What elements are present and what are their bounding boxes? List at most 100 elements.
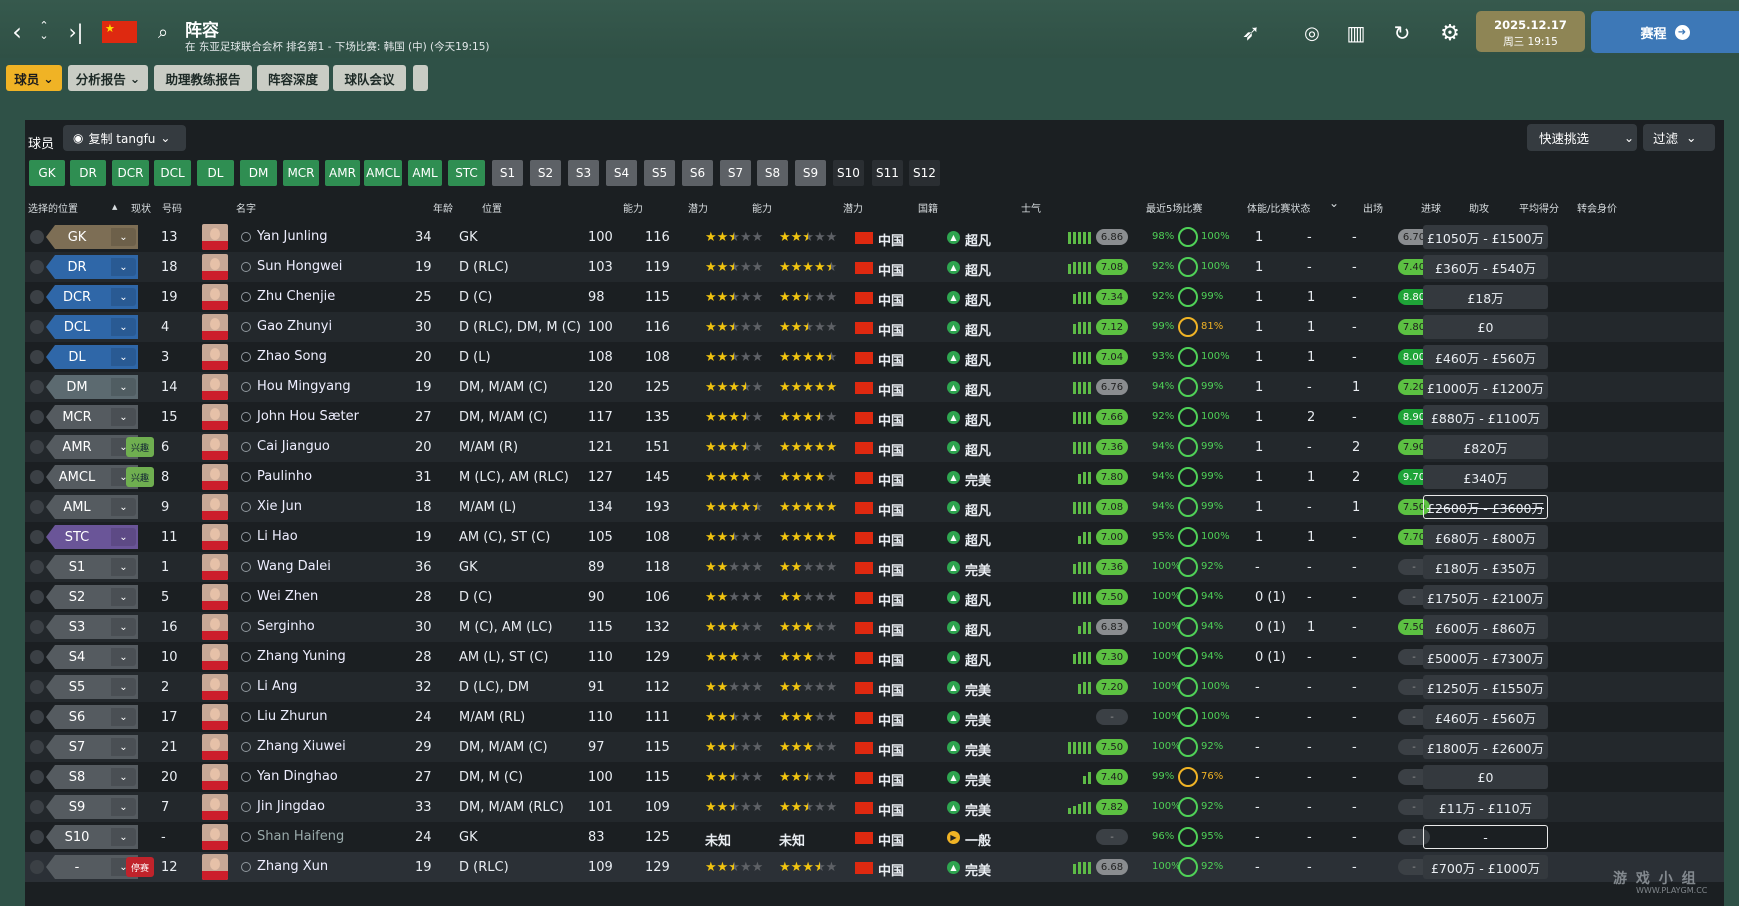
row-select-checkbox[interactable] — [30, 800, 44, 814]
position-chip-s3[interactable]: S3 — [568, 160, 599, 186]
selected-position-dropdown[interactable]: GK ⌄ — [46, 225, 138, 249]
search-icon[interactable]: ⌕ — [157, 21, 169, 43]
player-name[interactable]: Liu Zhurun — [257, 709, 328, 724]
row-select-checkbox[interactable] — [30, 290, 44, 304]
table-row[interactable]: DCL ⌄ 4 Gao Zhunyi 30 D (RLC), DM, M (C) 100 11… — [25, 312, 1724, 342]
selected-position-dropdown[interactable]: AML ⌄ — [46, 495, 138, 519]
selected-position-dropdown[interactable]: DR ⌄ — [46, 255, 138, 279]
quick-pick-dropdown-icon[interactable]: ⌄ — [1623, 130, 1635, 145]
selected-position-dropdown[interactable]: - ⌄ — [46, 855, 138, 879]
position-chip-s1[interactable]: S1 — [492, 160, 523, 186]
selected-position-dropdown[interactable]: MCR ⌄ — [46, 405, 138, 429]
selected-position-dropdown[interactable]: S2 ⌄ — [46, 585, 138, 609]
position-chip-s7[interactable]: S7 — [720, 160, 751, 186]
position-chip-s12[interactable]: S12 — [909, 160, 940, 186]
player-name[interactable]: Gao Zhunyi — [257, 319, 333, 334]
row-select-checkbox[interactable] — [30, 350, 44, 364]
table-row[interactable]: DL ⌄ 3 Zhao Song 20 D (L) 108 108 ★★★★★★ ★★★★★★ 中国… — [25, 342, 1724, 372]
position-chip-amr[interactable]: AMR — [325, 160, 360, 186]
player-info-icon[interactable] — [241, 862, 251, 872]
player-name[interactable]: Zhang Xiuwei — [257, 739, 346, 754]
rocket-icon[interactable]: ➶ — [1241, 20, 1261, 46]
position-chip-s6[interactable]: S6 — [682, 160, 713, 186]
row-select-checkbox[interactable] — [30, 260, 44, 274]
player-name[interactable]: Wei Zhen — [257, 589, 319, 604]
row-select-checkbox[interactable] — [30, 470, 44, 484]
table-row[interactable]: S8 ⌄ 20 Yan Dinghao 27 DM, M (C) 100 115 ★★★ ★★ ★ ★… — [25, 762, 1724, 792]
player-name[interactable]: Jin Jingdao — [257, 799, 325, 814]
selected-position-dropdown[interactable]: S9 ⌄ — [46, 795, 138, 819]
player-name[interactable]: Zhu Chenjie — [257, 289, 336, 304]
table-row[interactable]: S4 ⌄ 10 Zhang Yuning 28 AM (L), ST (C) 110 129 ★… — [25, 642, 1724, 672]
selected-position-dropdown[interactable]: STC ⌄ — [46, 525, 138, 549]
row-select-checkbox[interactable] — [30, 650, 44, 664]
player-info-icon[interactable] — [241, 352, 251, 362]
player-name[interactable]: Shan Haifeng — [257, 829, 345, 844]
row-select-checkbox[interactable] — [30, 590, 44, 604]
row-select-checkbox[interactable] — [30, 410, 44, 424]
table-row[interactable]: S9 ⌄ 7 Jin Jingdao 33 DM, M/AM (RLC) 101 109 ★★★… — [25, 792, 1724, 822]
column-header-pa-stars[interactable]: 潜力 — [843, 204, 863, 215]
row-select-checkbox[interactable] — [30, 740, 44, 754]
column-header-condition[interactable]: 体能/比赛状态 — [1247, 204, 1311, 215]
selected-position-dropdown[interactable]: S6 ⌄ — [46, 705, 138, 729]
player-info-icon[interactable] — [241, 562, 251, 572]
position-chip-s8[interactable]: S8 — [757, 160, 788, 186]
selected-position-dropdown[interactable]: DL ⌄ — [46, 345, 138, 369]
refresh-icon[interactable]: ↻ — [1393, 21, 1411, 45]
player-info-icon[interactable] — [241, 502, 251, 512]
selected-position-dropdown[interactable]: S3 ⌄ — [46, 615, 138, 639]
player-name[interactable]: Paulinho — [257, 469, 313, 484]
player-name[interactable]: Li Ang — [257, 679, 298, 694]
column-header-avg-rating[interactable]: 平均得分 — [1519, 204, 1559, 215]
player-info-icon[interactable] — [241, 472, 251, 482]
position-chip-amcl[interactable]: AMCL — [364, 160, 402, 186]
position-chip-gk[interactable]: GK — [29, 160, 65, 186]
column-header-apps[interactable]: 出场 — [1363, 204, 1383, 215]
position-chip-dm[interactable]: DM — [240, 160, 277, 186]
player-info-icon[interactable] — [241, 412, 251, 422]
column-header-position[interactable]: 位置 — [482, 204, 502, 215]
table-row[interactable]: S10 ⌄ - Shan Haifeng 24 GK 83 125 未知 未知 中国 ▶ 一般 - 96% 9… — [25, 822, 1724, 852]
row-select-checkbox[interactable] — [30, 710, 44, 724]
position-chip-dcr[interactable]: DCR — [112, 160, 149, 186]
position-chip-s11[interactable]: S11 — [872, 160, 903, 186]
column-header-morale[interactable]: 士气 — [1021, 204, 1041, 215]
player-name[interactable]: Cai Jianguo — [257, 439, 330, 454]
table-row[interactable]: MCR ⌄ 15 John Hou Sæter 27 DM, M/AM (C) 117 135… — [25, 402, 1724, 432]
table-row[interactable]: - ⌄ 停赛 12 Zhang Xun 19 D (RLC) 109 129 ★★★ ★★ ★ ★★★ ★… — [25, 852, 1724, 882]
position-chip-s2[interactable]: S2 — [530, 160, 561, 186]
column-header-number[interactable]: 号码 — [162, 204, 182, 215]
row-select-checkbox[interactable] — [30, 620, 44, 634]
table-row[interactable]: AMR ⌄ 兴趣 6 Cai Jianguo 20 M/AM (R) 121 151 ★★★★ ★ ★… — [25, 432, 1724, 462]
position-chip-dcl[interactable]: DCL — [154, 160, 191, 186]
position-chip-aml[interactable]: AML — [408, 160, 442, 186]
row-select-checkbox[interactable] — [30, 770, 44, 784]
date-box[interactable]: 2025.12.17 周三 19:15 — [1476, 11, 1585, 52]
player-info-icon[interactable] — [241, 652, 251, 662]
player-info-icon[interactable] — [241, 622, 251, 632]
table-row[interactable]: DM ⌄ 14 Hou Mingyang 19 DM, M/AM (C) 120 125 ★★★… — [25, 372, 1724, 402]
player-name[interactable]: Zhang Yuning — [257, 649, 346, 664]
player-name[interactable]: Wang Dalei — [257, 559, 331, 574]
position-chip-s9[interactable]: S9 — [795, 160, 826, 186]
player-name[interactable]: Yan Junling — [257, 229, 328, 244]
player-name[interactable]: Zhao Song — [257, 349, 327, 364]
selected-position-dropdown[interactable]: AMR ⌄ — [46, 435, 138, 459]
table-row[interactable]: S1 ⌄ 1 Wang Dalei 36 GK 89 118 ★★★★★ ★★★★★ 中国 ▲ 完美 7.… — [25, 552, 1724, 582]
player-name[interactable]: Serginho — [257, 619, 315, 634]
player-info-icon[interactable] — [241, 262, 251, 272]
filter-button[interactable]: 过滤 ⌄ — [1643, 124, 1715, 151]
column-header-assists[interactable]: 助攻 — [1469, 204, 1489, 215]
player-info-icon[interactable] — [241, 802, 251, 812]
table-row[interactable]: AMCL ⌄ 兴趣 8 Paulinho 31 M (LC), AM (RLC) 127 145… — [25, 462, 1724, 492]
player-info-icon[interactable] — [241, 772, 251, 782]
column-header-ca-stars[interactable]: 能力 — [752, 204, 772, 215]
table-row[interactable]: S3 ⌄ 16 Serginho 30 M (C), AM (LC) 115 132 ★★★★★… — [25, 612, 1724, 642]
settings-gear-icon[interactable]: ⚙ — [1440, 20, 1460, 46]
quick-pick-button[interactable]: 快速挑选 — [1527, 124, 1637, 151]
player-name[interactable]: Sun Hongwei — [257, 259, 343, 274]
row-select-checkbox[interactable] — [30, 440, 44, 454]
condition-dropdown-icon[interactable]: ⌄ — [1329, 196, 1340, 210]
column-header-name[interactable]: 名字 — [236, 204, 256, 215]
